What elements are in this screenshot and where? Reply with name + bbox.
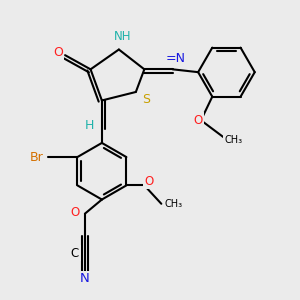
Text: CH₃: CH₃: [165, 199, 183, 209]
Text: O: O: [194, 114, 203, 127]
Text: Br: Br: [30, 151, 43, 164]
Text: C: C: [71, 247, 79, 260]
Text: NH: NH: [114, 30, 132, 43]
Text: N: N: [80, 272, 90, 285]
Text: S: S: [142, 92, 150, 106]
Text: O: O: [144, 175, 153, 188]
Text: O: O: [70, 206, 80, 219]
Text: H: H: [85, 119, 94, 132]
Text: O: O: [53, 46, 63, 59]
Text: CH₃: CH₃: [224, 135, 243, 145]
Text: =N: =N: [166, 52, 185, 64]
